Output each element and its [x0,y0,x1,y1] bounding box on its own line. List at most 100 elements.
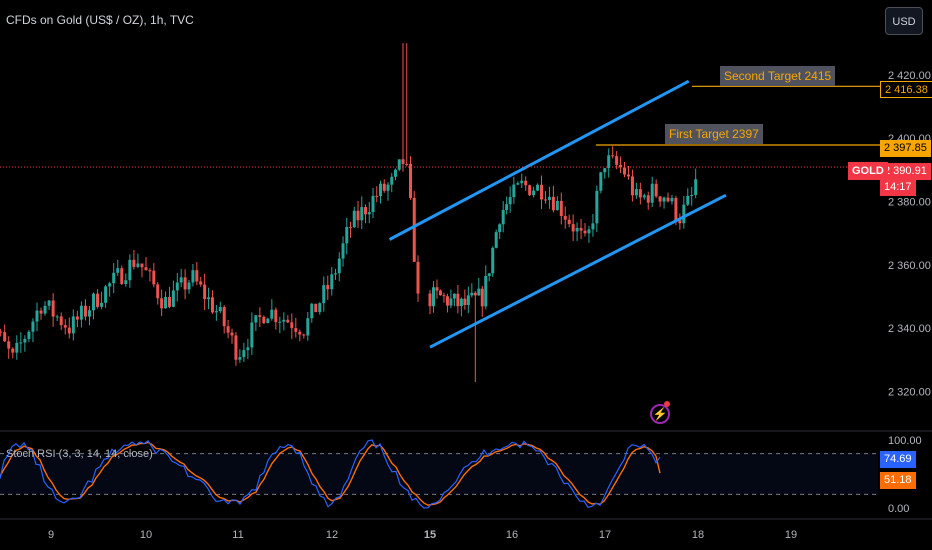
candle-body [0,331,3,333]
candle-body [349,227,353,229]
candle-body [682,204,686,224]
target-lines[interactable] [0,85,880,168]
price-tick-label: 2 380.00 [888,197,931,209]
candle-body [39,310,43,314]
candle-body [438,290,442,296]
candle-body [222,307,226,327]
candle-body [371,195,375,213]
candle-body [603,168,607,173]
candle-body [555,200,559,211]
candle-body [501,210,505,225]
first-target-label[interactable]: First Target 2397 [665,124,763,144]
candle-body [416,261,420,294]
candle-body [266,318,270,324]
candle-body [124,280,128,285]
candle-body [55,316,59,318]
candle-body [615,156,619,165]
candle-body [286,319,290,323]
indicator-label[interactable]: Stoch RSI (3, 3, 14, 14, close) [6,448,153,460]
candle-body [71,316,75,334]
candle-body [360,207,364,221]
candle-body [226,326,230,333]
candle-body [449,298,453,306]
candle-body [183,277,187,290]
candle-body [575,227,579,232]
candle-body [92,293,96,311]
first-target-price-tag: 2 397.85 [880,140,931,157]
candle-body [658,196,662,202]
candle-body [583,230,587,234]
price-channel[interactable] [388,79,727,349]
candle-body [330,274,334,290]
candle-body [607,155,611,169]
candle-body [356,210,360,221]
candle-body [148,270,152,272]
time-tick-label: 17 [599,529,611,541]
price-axis: 2 420.002 400.002 380.002 360.002 340.00… [888,70,931,399]
grid [0,430,932,520]
candle-body [282,319,286,322]
candle-body [43,305,47,314]
candle-body [599,172,603,191]
candle-body [435,287,439,291]
candle-body [431,287,435,307]
candle-body [559,200,563,217]
time-tick-label: 19 [785,529,797,541]
price-tick-label: 2 320.00 [888,387,931,399]
candle-body [567,219,571,225]
stoch-d-line [0,441,661,506]
candle-body [199,281,203,285]
candle-body [214,311,218,313]
candle-body [274,309,278,323]
candle-body [470,292,474,296]
candle-body [167,297,171,307]
second-target-label[interactable]: Second Target 2415 [720,66,836,86]
candle-body [442,295,446,297]
candle-body [694,179,698,196]
candle-body [367,212,371,215]
candle-body [536,184,540,191]
candle-body [463,298,467,306]
candle-body [67,327,71,334]
stoch-k-line [0,439,661,509]
candle-body [218,307,222,312]
price-tick-label: 2 420.00 [888,70,931,82]
candle-body [171,290,175,307]
candle-body [27,331,31,339]
candle-body [108,283,112,287]
candle-body [104,286,108,303]
candle-body [547,196,551,201]
candle-body [112,272,116,284]
lightning-icon[interactable]: ⚡ [650,404,670,424]
candle-body [203,284,207,300]
candle-body [473,292,477,296]
candle-body [179,277,183,283]
candle-body [540,184,544,200]
candle-body [164,297,168,309]
candle-body [3,332,7,342]
candle-body [322,285,326,304]
time-tick-label: 10 [140,529,152,541]
currency-button[interactable]: USD [885,7,923,35]
candle-body [408,164,412,198]
candle-body [650,183,654,203]
candle-body [397,159,401,170]
candle-body [160,298,164,309]
candle-body [375,195,379,197]
candle-body [386,184,390,191]
candle-body [646,195,650,203]
candle-body [626,174,630,177]
candle-body [579,227,583,231]
candle-body [670,197,674,202]
candle-body [87,310,91,317]
notification-dot [664,401,670,407]
candle-body [191,270,195,283]
time-tick-label: 9 [48,529,54,541]
candle-body [394,169,398,177]
candle-body [466,295,470,306]
time-tick-label: 18 [692,529,704,541]
candle-body [512,184,516,198]
candle-body [59,316,63,326]
candle-body [47,300,51,306]
